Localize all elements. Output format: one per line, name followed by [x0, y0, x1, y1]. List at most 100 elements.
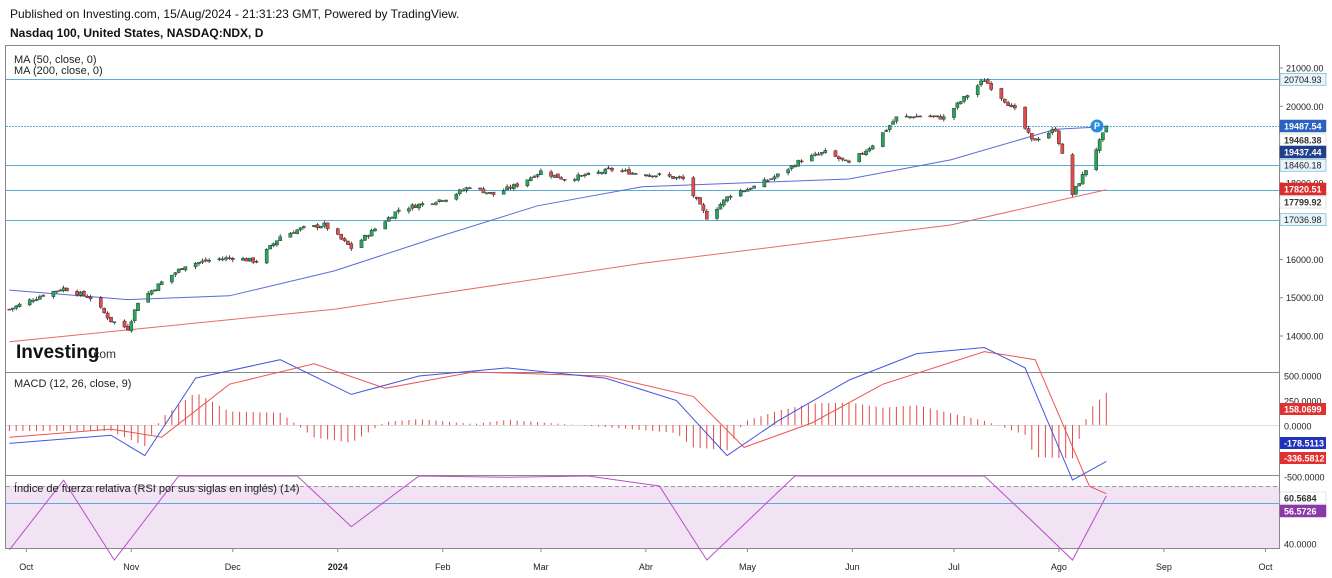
- price-tags: 19487.54 19468.38 19437.44 17820.51 17799.92: [1279, 119, 1327, 209]
- price-tag: 17820.51: [1284, 185, 1322, 195]
- level-label-box: [1279, 213, 1327, 226]
- candle-up: [241, 258, 245, 261]
- candle-up: [1074, 186, 1078, 195]
- macd-tag-box: [1280, 403, 1326, 415]
- candle-up: [1094, 149, 1098, 170]
- candle-down: [705, 210, 709, 220]
- candle-up: [288, 232, 293, 238]
- candle-up: [552, 174, 557, 178]
- candle-down: [833, 150, 838, 157]
- candle-up: [183, 266, 188, 271]
- ma50-legend: MA (50, close, 0): [14, 54, 97, 66]
- candle-down: [698, 197, 702, 205]
- candle-down: [7, 308, 12, 311]
- candle-down: [254, 261, 259, 263]
- candle-up: [657, 173, 662, 175]
- candle-down: [860, 152, 865, 155]
- candle-down: [938, 116, 943, 120]
- candle-up: [979, 80, 983, 86]
- candle-up: [193, 263, 198, 268]
- candle-down: [1053, 128, 1058, 132]
- candle-up: [914, 115, 919, 118]
- candle-up: [38, 296, 42, 300]
- candle-down: [1003, 98, 1007, 103]
- candle-up: [464, 187, 469, 191]
- time-label: Oct: [19, 562, 34, 572]
- candle-up: [1084, 170, 1088, 176]
- candle-up: [363, 234, 367, 241]
- candle-down: [644, 174, 648, 176]
- publish-badge: P: [1090, 119, 1104, 133]
- candle-up: [975, 85, 980, 95]
- candle-down: [918, 115, 922, 118]
- candle-down: [620, 170, 624, 172]
- candle-down: [840, 157, 845, 160]
- candle-up: [596, 171, 601, 174]
- candle-up: [407, 208, 411, 212]
- candle-down: [556, 173, 560, 178]
- candle-up: [1046, 132, 1051, 139]
- candle-down: [244, 258, 249, 262]
- candle-up: [153, 289, 157, 292]
- candle-up: [816, 153, 821, 156]
- candle-down: [681, 176, 685, 179]
- candle-up: [312, 224, 316, 227]
- candle-up: [485, 192, 489, 194]
- candle-up: [952, 107, 956, 118]
- level-label-box: [1279, 158, 1327, 172]
- rsi-line: [9, 475, 1107, 561]
- candle-up: [10, 307, 15, 310]
- candle-down: [227, 257, 232, 259]
- candle-up: [762, 179, 767, 188]
- candle-down: [931, 115, 936, 118]
- candle-down: [677, 176, 682, 178]
- candle-up: [881, 132, 885, 147]
- candle-up: [623, 169, 628, 172]
- time-label: Ago: [1051, 562, 1067, 572]
- candle-up: [132, 309, 137, 321]
- candle-down: [1023, 106, 1027, 129]
- candle-up: [444, 199, 448, 202]
- rsi-band: [6, 486, 1279, 548]
- candle-down: [105, 312, 110, 319]
- macd-tick-label: 500.0000: [1284, 372, 1322, 382]
- candle-up: [31, 300, 35, 302]
- candle-up: [369, 229, 374, 237]
- rsi-tag-box: [1279, 491, 1327, 505]
- price-tag: 19437.44: [1284, 148, 1322, 158]
- candlesticks: [7, 78, 1109, 333]
- candle-up: [78, 291, 83, 296]
- price-tick-label: 16000.00: [1286, 255, 1324, 265]
- candle-up: [112, 321, 117, 323]
- candle-up: [217, 258, 222, 260]
- candle-up: [789, 165, 794, 169]
- candle-up: [390, 217, 394, 219]
- candle-up: [393, 211, 398, 219]
- candle-down: [650, 175, 655, 178]
- candle-down: [928, 115, 933, 118]
- candle-up: [942, 116, 946, 120]
- candle-up: [417, 203, 421, 209]
- candle-down: [1013, 105, 1017, 109]
- candle-down: [633, 173, 638, 175]
- candle-down: [251, 257, 256, 263]
- investing-logo: Investing .com: [16, 342, 116, 363]
- candle-up: [573, 179, 577, 181]
- time-label: Jun: [845, 562, 860, 572]
- time-label: Mar: [533, 562, 549, 572]
- candle-up: [867, 148, 872, 152]
- time-label: Dec: [225, 562, 242, 572]
- rsi-tag: 60.5684: [1284, 494, 1317, 504]
- candle-up: [1101, 132, 1105, 140]
- candle-up: [813, 153, 817, 156]
- ma200-line: [9, 189, 1107, 343]
- candle-down: [1057, 130, 1061, 144]
- candle-up: [965, 95, 970, 98]
- price-tick-label: 21000.00: [1286, 64, 1324, 74]
- candle-up: [786, 169, 790, 174]
- candle-up: [457, 189, 462, 194]
- price-tick-label: 20000.00: [1286, 102, 1324, 112]
- candle-up: [34, 299, 39, 301]
- candle-up: [61, 287, 66, 291]
